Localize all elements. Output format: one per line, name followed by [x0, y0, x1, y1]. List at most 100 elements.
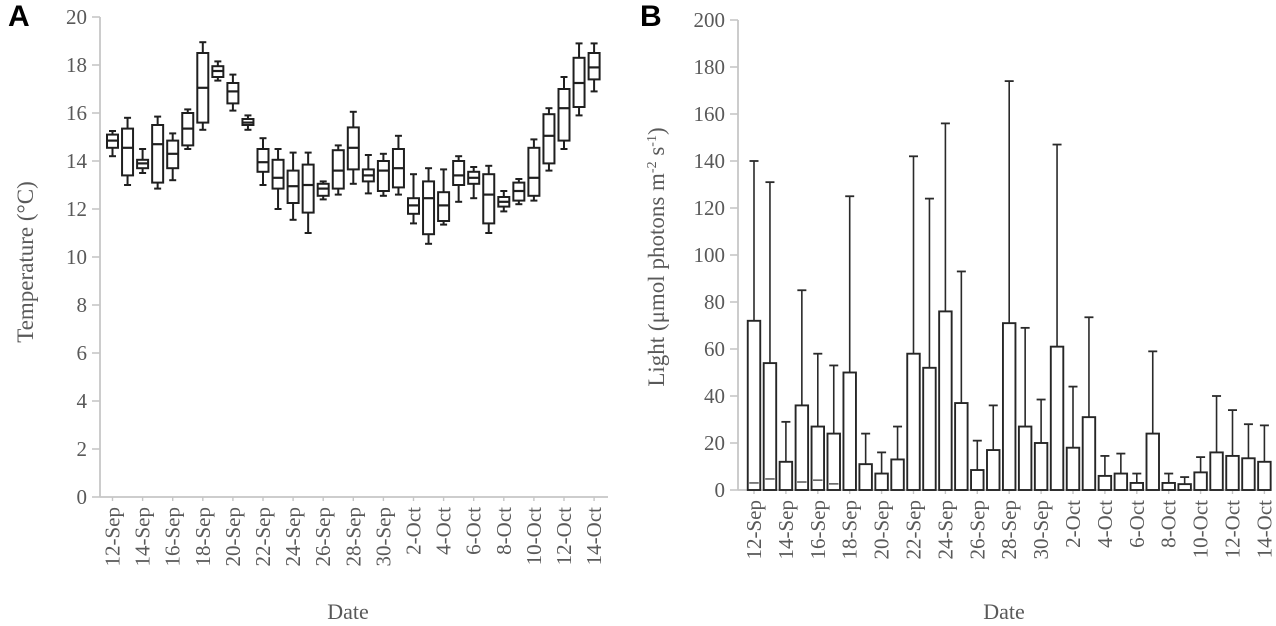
bar-item — [1049, 143, 1065, 491]
x-tick-label: 4-Oct — [432, 507, 456, 555]
bar-item — [1193, 456, 1208, 491]
boxplot-item — [467, 166, 481, 200]
boxplot-item — [226, 73, 240, 112]
y-tick-label: 140 — [694, 149, 726, 173]
x-tick-label: 12-Sep — [742, 500, 766, 560]
x-tick-label: 10-Oct — [1189, 500, 1213, 558]
x-tick-label: 8-Oct — [1157, 500, 1181, 548]
x-tick-label: 2-Oct — [1061, 500, 1085, 548]
y-tick-label: 80 — [704, 290, 725, 314]
boxplot-item — [316, 180, 330, 201]
boxplot-item — [452, 155, 466, 203]
y-tick-label: 100 — [694, 243, 726, 267]
boxplot-item — [271, 148, 285, 210]
y-tick-label: 160 — [694, 102, 726, 126]
y-tick-label: 8 — [77, 293, 88, 317]
x-axis-title: Date — [327, 599, 369, 624]
bar-item — [954, 270, 969, 491]
boxplot-item — [497, 190, 511, 213]
x-tick-label: 12-Sep — [101, 507, 125, 567]
boxplot-item — [422, 167, 436, 245]
bar-item — [890, 425, 905, 491]
x-tick-label: 24-Sep — [933, 500, 957, 560]
boxplot-item — [391, 134, 405, 196]
y-tick-label: 180 — [694, 55, 726, 79]
y-tick-label: 0 — [715, 478, 726, 502]
bar-item — [794, 289, 810, 491]
bar-item — [1002, 80, 1017, 491]
boxplot-item — [557, 76, 571, 150]
bar-item — [1097, 455, 1113, 491]
bar-item — [778, 420, 794, 491]
x-tick-label: 6-Oct — [1125, 500, 1149, 548]
x-tick-label: 20-Sep — [221, 507, 245, 567]
bar-item — [1065, 385, 1081, 491]
y-tick-label: 4 — [77, 389, 88, 413]
x-tick-label: 6-Oct — [462, 507, 486, 555]
x-tick-label: 30-Sep — [371, 507, 395, 567]
x-tick-label: 16-Sep — [161, 507, 185, 567]
bar-item — [1209, 395, 1224, 491]
y-tick-label: 120 — [694, 196, 726, 220]
boxplot-item — [106, 130, 119, 158]
y-tick-label: 0 — [77, 485, 88, 509]
boxplot-item — [346, 110, 360, 185]
y-tick-label: 60 — [704, 337, 725, 361]
x-tick-label: 14-Oct — [582, 507, 606, 565]
x-tick-label: 12-Oct — [552, 507, 576, 565]
x-tick-label: 22-Sep — [902, 500, 926, 560]
bar-item — [1129, 472, 1145, 491]
bar-item — [1241, 423, 1256, 491]
bar-item — [1033, 398, 1049, 491]
x-tick-label: 8-Oct — [492, 507, 516, 555]
y-tick-label: 20 — [704, 431, 725, 455]
x-tick-label: 2-Oct — [402, 507, 426, 555]
y-tick-label: 20 — [66, 5, 87, 29]
y-tick-label: 6 — [77, 341, 88, 365]
bar-item — [986, 404, 1001, 491]
bar-item — [970, 439, 985, 491]
bar-item — [746, 160, 762, 491]
x-tick-label: 14-Oct — [1252, 500, 1276, 558]
bar-item — [1177, 476, 1192, 491]
boxplot-item — [542, 107, 556, 172]
bar-item — [858, 432, 873, 491]
boxplot-item — [151, 115, 165, 190]
y-tick-label: 12 — [66, 197, 87, 221]
y-tick-label: 200 — [694, 8, 726, 32]
boxplot-item — [121, 116, 135, 186]
x-tick-label: 18-Sep — [191, 507, 215, 567]
boxplot-item — [407, 173, 420, 225]
y-tick-label: 10 — [66, 245, 87, 269]
x-tick-label: 26-Sep — [965, 500, 989, 560]
x-tick-label: 28-Sep — [997, 500, 1021, 560]
boxplot-item — [572, 42, 586, 117]
bar-item — [1161, 472, 1176, 491]
boxplot-item — [166, 132, 180, 182]
y-tick-label: 14 — [66, 149, 88, 173]
boxplot-item — [331, 144, 345, 196]
y-tick-label: 16 — [66, 101, 87, 125]
x-tick-label: 20-Sep — [870, 500, 894, 560]
bar-item — [1017, 326, 1033, 491]
y-axis-title: Light (μmol photons m-2 s-1) — [644, 127, 669, 386]
x-tick-label: 4-Oct — [1093, 500, 1117, 548]
x-tick-label: 12-Oct — [1221, 500, 1245, 558]
boxplot-item — [136, 148, 150, 174]
x-tick-label: 14-Sep — [774, 500, 798, 560]
boxplot-item — [211, 60, 225, 82]
panel-b-label: B — [640, 0, 662, 33]
x-tick-label: 28-Sep — [341, 507, 365, 567]
boxplot-item — [587, 42, 601, 93]
bar-item — [762, 181, 778, 491]
boxplot-item — [181, 108, 195, 150]
bar-item — [874, 451, 889, 491]
boxplot-item — [512, 178, 526, 206]
bar-item — [1081, 316, 1097, 491]
boxplot-item — [361, 154, 375, 195]
y-axis-title: Temperature (°C) — [13, 181, 38, 342]
boxplot-item — [196, 41, 210, 131]
x-tick-label: 10-Oct — [522, 507, 546, 565]
